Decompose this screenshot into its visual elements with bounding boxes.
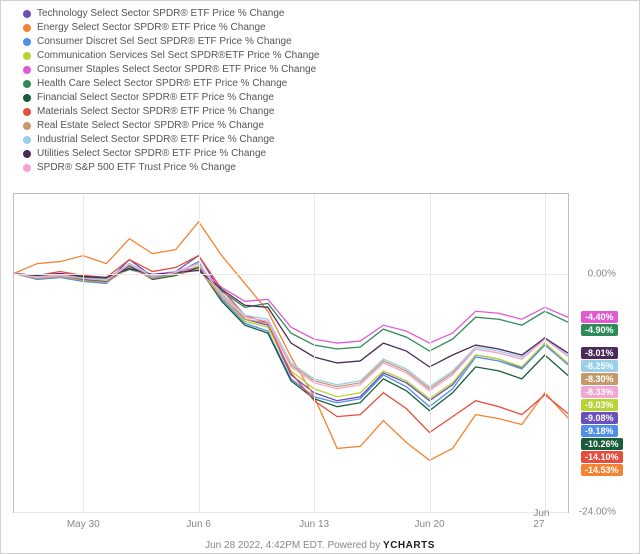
gridline-h [14, 274, 568, 275]
x-axis-label: May 30 [67, 519, 100, 530]
legend-item: Communication Services Sel Sect SPDR®ETF… [23, 49, 319, 63]
series-end-label: -9.18% [581, 425, 618, 437]
legend-label: Real Estate Select Sector SPDR® Price % … [37, 119, 264, 133]
legend-label: Materials Select Sector SPDR® ETF Price … [37, 105, 274, 119]
legend-label: Energy Select Sector SPDR® ETF Price % C… [37, 21, 266, 35]
legend-item: Materials Select Sector SPDR® ETF Price … [23, 105, 319, 119]
series-end-label: -14.53% [581, 464, 623, 476]
legend-swatch [23, 80, 31, 88]
legend-swatch [23, 38, 31, 46]
legend-label: Communication Services Sel Sect SPDR®ETF… [37, 49, 319, 63]
legend-swatch [23, 66, 31, 74]
legend-label: Technology Select Sector SPDR® ETF Price… [37, 7, 284, 21]
legend-label: Consumer Staples Select Sector SPDR® ETF… [37, 63, 316, 77]
legend-swatch [23, 10, 31, 18]
legend-swatch [23, 136, 31, 144]
series-end-label: -4.40% [581, 311, 618, 323]
legend-item: Energy Select Sector SPDR® ETF Price % C… [23, 21, 319, 35]
legend-swatch [23, 52, 31, 60]
gridline-h [14, 512, 568, 513]
series-line [14, 262, 568, 407]
gridline-v [199, 194, 200, 512]
legend-swatch [23, 108, 31, 116]
legend-item: Technology Select Sector SPDR® ETF Price… [23, 7, 319, 21]
series-end-label: -4.90% [581, 324, 618, 336]
legend-item: Industrial Select Sector SPDR® ETF Price… [23, 133, 319, 147]
legend-item: Financial Select Sector SPDR® ETF Price … [23, 91, 319, 105]
legend-item: Real Estate Select Sector SPDR® Price % … [23, 119, 319, 133]
legend-item: Consumer Staples Select Sector SPDR® ETF… [23, 63, 319, 77]
legend-swatch [23, 150, 31, 158]
chart-plot-area: 0.00%-24.00%May 30Jun 6Jun 13Jun 20Jun 2… [13, 193, 569, 513]
gridline-v [430, 194, 431, 512]
series-line [14, 266, 568, 411]
legend-swatch [23, 164, 31, 172]
legend-label: SPDR® S&P 500 ETF Trust Price % Change [37, 161, 236, 175]
chart-lines [14, 194, 568, 512]
y-axis-label: 0.00% [588, 268, 616, 279]
series-end-label: -9.08% [581, 412, 618, 424]
series-end-label: -8.30% [581, 373, 618, 385]
legend-label: Health Care Select Sector SPDR® ETF Pric… [37, 77, 287, 91]
series-end-label: -8.25% [581, 360, 618, 372]
legend-item: Utilities Select Sector SPDR® ETF Price … [23, 147, 319, 161]
legend: Technology Select Sector SPDR® ETF Price… [23, 7, 319, 175]
series-line [14, 222, 568, 461]
legend-item: SPDR® S&P 500 ETF Trust Price % Change [23, 161, 319, 175]
chart-footer: Jun 28 2022, 4:42PM EDT. Powered by YCHA… [1, 540, 639, 551]
legend-label: Industrial Select Sector SPDR® ETF Price… [37, 133, 274, 147]
x-axis-label: Jun 6 [186, 519, 210, 530]
series-end-label: -10.26% [581, 438, 623, 450]
ycharts-logo: YCHARTS [383, 540, 435, 551]
gridline-v [545, 194, 546, 512]
gridline-v [83, 194, 84, 512]
chart-frame: Technology Select Sector SPDR® ETF Price… [0, 0, 640, 554]
x-axis-label: Jun 27 [533, 508, 556, 530]
series-end-label: -8.33% [581, 386, 618, 398]
gridline-v [314, 194, 315, 512]
y-axis-label: -24.00% [579, 507, 616, 518]
legend-swatch [23, 24, 31, 32]
footer-timestamp: Jun 28 2022, 4:42PM EDT. [205, 540, 325, 551]
legend-label: Financial Select Sector SPDR® ETF Price … [37, 91, 274, 105]
legend-item: Health Care Select Sector SPDR® ETF Pric… [23, 77, 319, 91]
series-end-label: -14.10% [581, 451, 623, 463]
legend-label: Consumer Discret Sel Sect SPDR® ETF Pric… [37, 35, 292, 49]
x-axis-label: Jun 13 [299, 519, 329, 530]
legend-item: Consumer Discret Sel Sect SPDR® ETF Pric… [23, 35, 319, 49]
legend-label: Utilities Select Sector SPDR® ETF Price … [37, 147, 266, 161]
series-end-label: -8.01% [581, 347, 618, 359]
legend-swatch [23, 94, 31, 102]
x-axis-label: Jun 20 [414, 519, 444, 530]
legend-swatch [23, 122, 31, 130]
series-end-label: -9.03% [581, 399, 618, 411]
footer-powered-by: Powered by [327, 540, 383, 551]
